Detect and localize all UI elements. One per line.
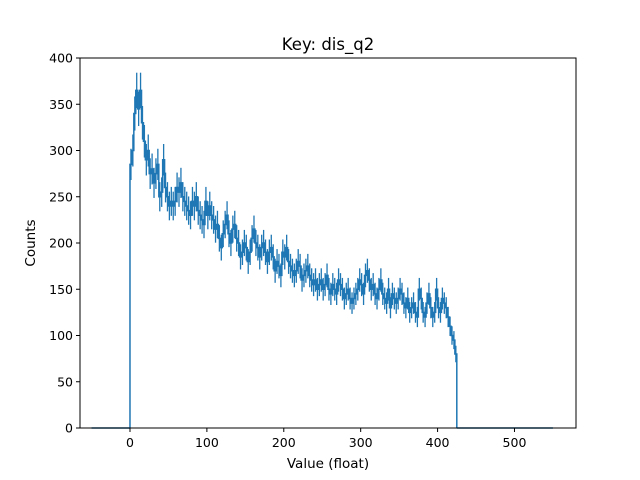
y-tick-label: 200 [49, 236, 73, 251]
x-tick-label: 0 [126, 435, 134, 450]
chart-title: Key: dis_q2 [282, 35, 374, 55]
y-tick-label: 150 [49, 282, 73, 297]
y-tick-label: 300 [49, 143, 73, 158]
x-tick-label: 200 [272, 435, 296, 450]
y-tick-label: 100 [49, 328, 73, 343]
y-tick-label: 400 [49, 51, 73, 66]
x-tick-label: 100 [195, 435, 219, 450]
x-tick-label: 400 [426, 435, 450, 450]
histogram-series [91, 72, 553, 429]
y-axis-ticks: 0 50 100 150 200 250 300 350 400 [49, 51, 80, 436]
y-tick-label: 350 [49, 97, 73, 112]
x-axis-label: Value (float) [287, 456, 369, 472]
x-axis-ticks: 0 100 200 300 400 500 [126, 428, 526, 450]
y-axis-label: Counts [23, 219, 39, 266]
plot-area [80, 58, 576, 428]
histogram-step-outline [129, 89, 458, 428]
x-tick-label: 500 [503, 435, 527, 450]
y-tick-label: 0 [65, 421, 73, 436]
x-tick-label: 300 [349, 435, 373, 450]
y-tick-label: 250 [49, 189, 73, 204]
y-tick-label: 50 [57, 374, 73, 389]
